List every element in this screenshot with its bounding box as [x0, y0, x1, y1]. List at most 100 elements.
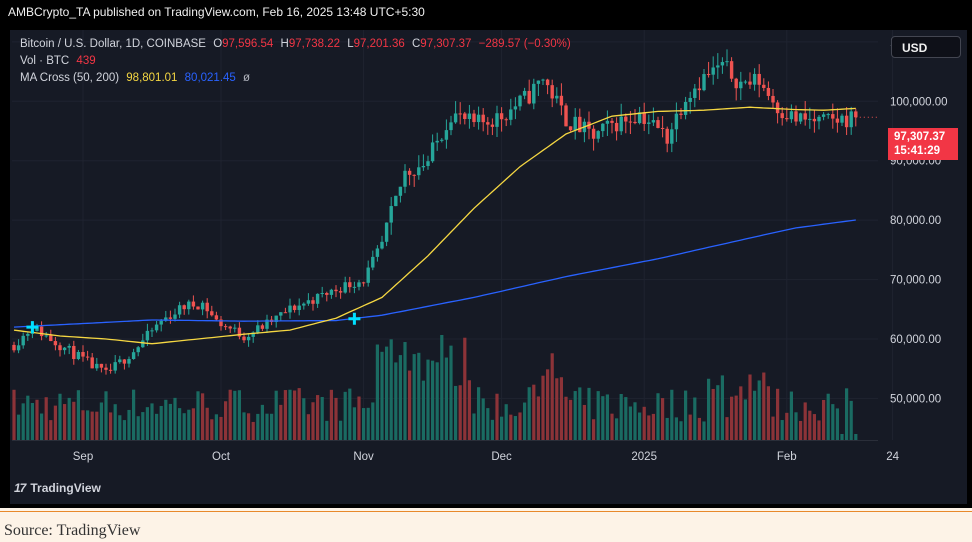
volume-bar [743, 399, 747, 440]
chart-panel[interactable]: 50,000.00 60,000.00 70,000.00 80,000.00 90,0… [10, 30, 967, 504]
volume-bar [688, 414, 692, 440]
candle-body [840, 115, 844, 123]
volume-bar [63, 404, 67, 440]
volume-bar [647, 415, 651, 440]
volume-bar [21, 403, 25, 440]
candle-body [200, 302, 205, 310]
candle-body [403, 170, 407, 187]
volume-bar [523, 402, 527, 440]
candle-body [495, 113, 499, 127]
volume-bar [403, 342, 407, 440]
volume-bar [302, 398, 306, 440]
volume-bar [214, 414, 218, 440]
volume-bar [592, 419, 596, 440]
volume-bar [440, 335, 444, 440]
volume-bar [766, 386, 770, 440]
volume-bar [334, 397, 338, 440]
volume-bar [210, 419, 214, 440]
volume-bar [854, 434, 858, 440]
candle-body [320, 293, 324, 295]
candle-body [794, 111, 798, 122]
volume-bar [693, 397, 697, 440]
candle-body [697, 88, 702, 91]
volume-bar [753, 390, 757, 440]
volume-bar [435, 362, 439, 440]
candle-body [660, 127, 665, 129]
candle-body [154, 324, 159, 331]
candle-body [384, 222, 389, 242]
candle-body [16, 345, 21, 351]
candle-body [789, 111, 794, 120]
volume-label[interactable]: Vol · BTC [20, 55, 70, 67]
candle-body [706, 74, 711, 76]
candle-body [596, 131, 600, 139]
candle-body [835, 118, 840, 123]
volume-bar [845, 388, 849, 440]
volume-bar [541, 375, 545, 440]
candle-body [95, 363, 99, 369]
y-tick-label: 80,000.00 [890, 215, 941, 227]
volume-bar [201, 393, 205, 440]
candle-body [729, 61, 734, 79]
volume-bar [99, 402, 103, 440]
ma-label[interactable]: MA Cross (50, 200) [20, 72, 120, 84]
candle-body [849, 111, 853, 128]
volume-bar [697, 417, 701, 440]
candle-body [380, 241, 384, 249]
candle-body [99, 363, 104, 368]
candle-body [329, 289, 334, 295]
candle-body [150, 330, 154, 332]
ohlc-legend: Bitcoin / U.S. Dollar, 1D, COINBASE O97,… [20, 38, 571, 50]
volume-bar [81, 410, 85, 440]
symbol-label[interactable]: Bitcoin / U.S. Dollar, 1D, COINBASE [20, 38, 206, 50]
x-tick-label: 24 [886, 451, 899, 463]
volume-bar [145, 407, 149, 440]
candle-body [417, 167, 421, 176]
candle-body [734, 78, 738, 89]
volume-bar [849, 400, 853, 440]
volume-bar [306, 414, 310, 440]
candle-body [817, 116, 821, 122]
volume-bar [104, 391, 108, 440]
candle-body [44, 335, 48, 337]
price-chart[interactable]: 50,000.0060,000.0070,000.0080,000.0090,0… [10, 30, 967, 504]
candle-body [527, 90, 531, 104]
volume-bar [762, 372, 766, 440]
volume-bar [794, 412, 798, 440]
volume-bar [835, 408, 839, 440]
volume-bar [196, 391, 200, 440]
currency-selector[interactable]: USD [891, 36, 961, 58]
candle-body [426, 161, 430, 166]
candle-body [481, 114, 485, 123]
candle-body [371, 256, 375, 268]
volume-bar [596, 391, 600, 440]
separator [0, 511, 972, 512]
candle-body [573, 116, 577, 131]
candle-body [334, 289, 338, 292]
volume-bar [725, 417, 729, 440]
candle-body [191, 301, 196, 307]
candle-body [541, 79, 545, 81]
candle-body [619, 116, 623, 132]
volume-bar [495, 393, 499, 440]
volume-bar [569, 399, 573, 440]
candle-body [348, 282, 352, 288]
candle-body [743, 81, 748, 83]
tradingview-brand[interactable]: 17 TradingView [14, 481, 101, 495]
ma-settings-icon[interactable]: ø [243, 72, 251, 84]
candle-body [476, 114, 481, 123]
volume-bar [454, 385, 458, 440]
x-tick-label: Dec [491, 451, 512, 463]
candle-body [752, 73, 757, 85]
volume-bar [17, 414, 21, 440]
candle-body [775, 102, 780, 114]
volume-value: 439 [76, 55, 96, 67]
volume-bar [633, 402, 637, 440]
volume-bar [601, 396, 605, 440]
volume-bar [408, 370, 412, 440]
candle-body [601, 123, 605, 132]
volume-bar [734, 395, 738, 440]
candle-body [614, 122, 619, 132]
volume-bar [265, 413, 269, 440]
volume-bar [311, 402, 315, 440]
